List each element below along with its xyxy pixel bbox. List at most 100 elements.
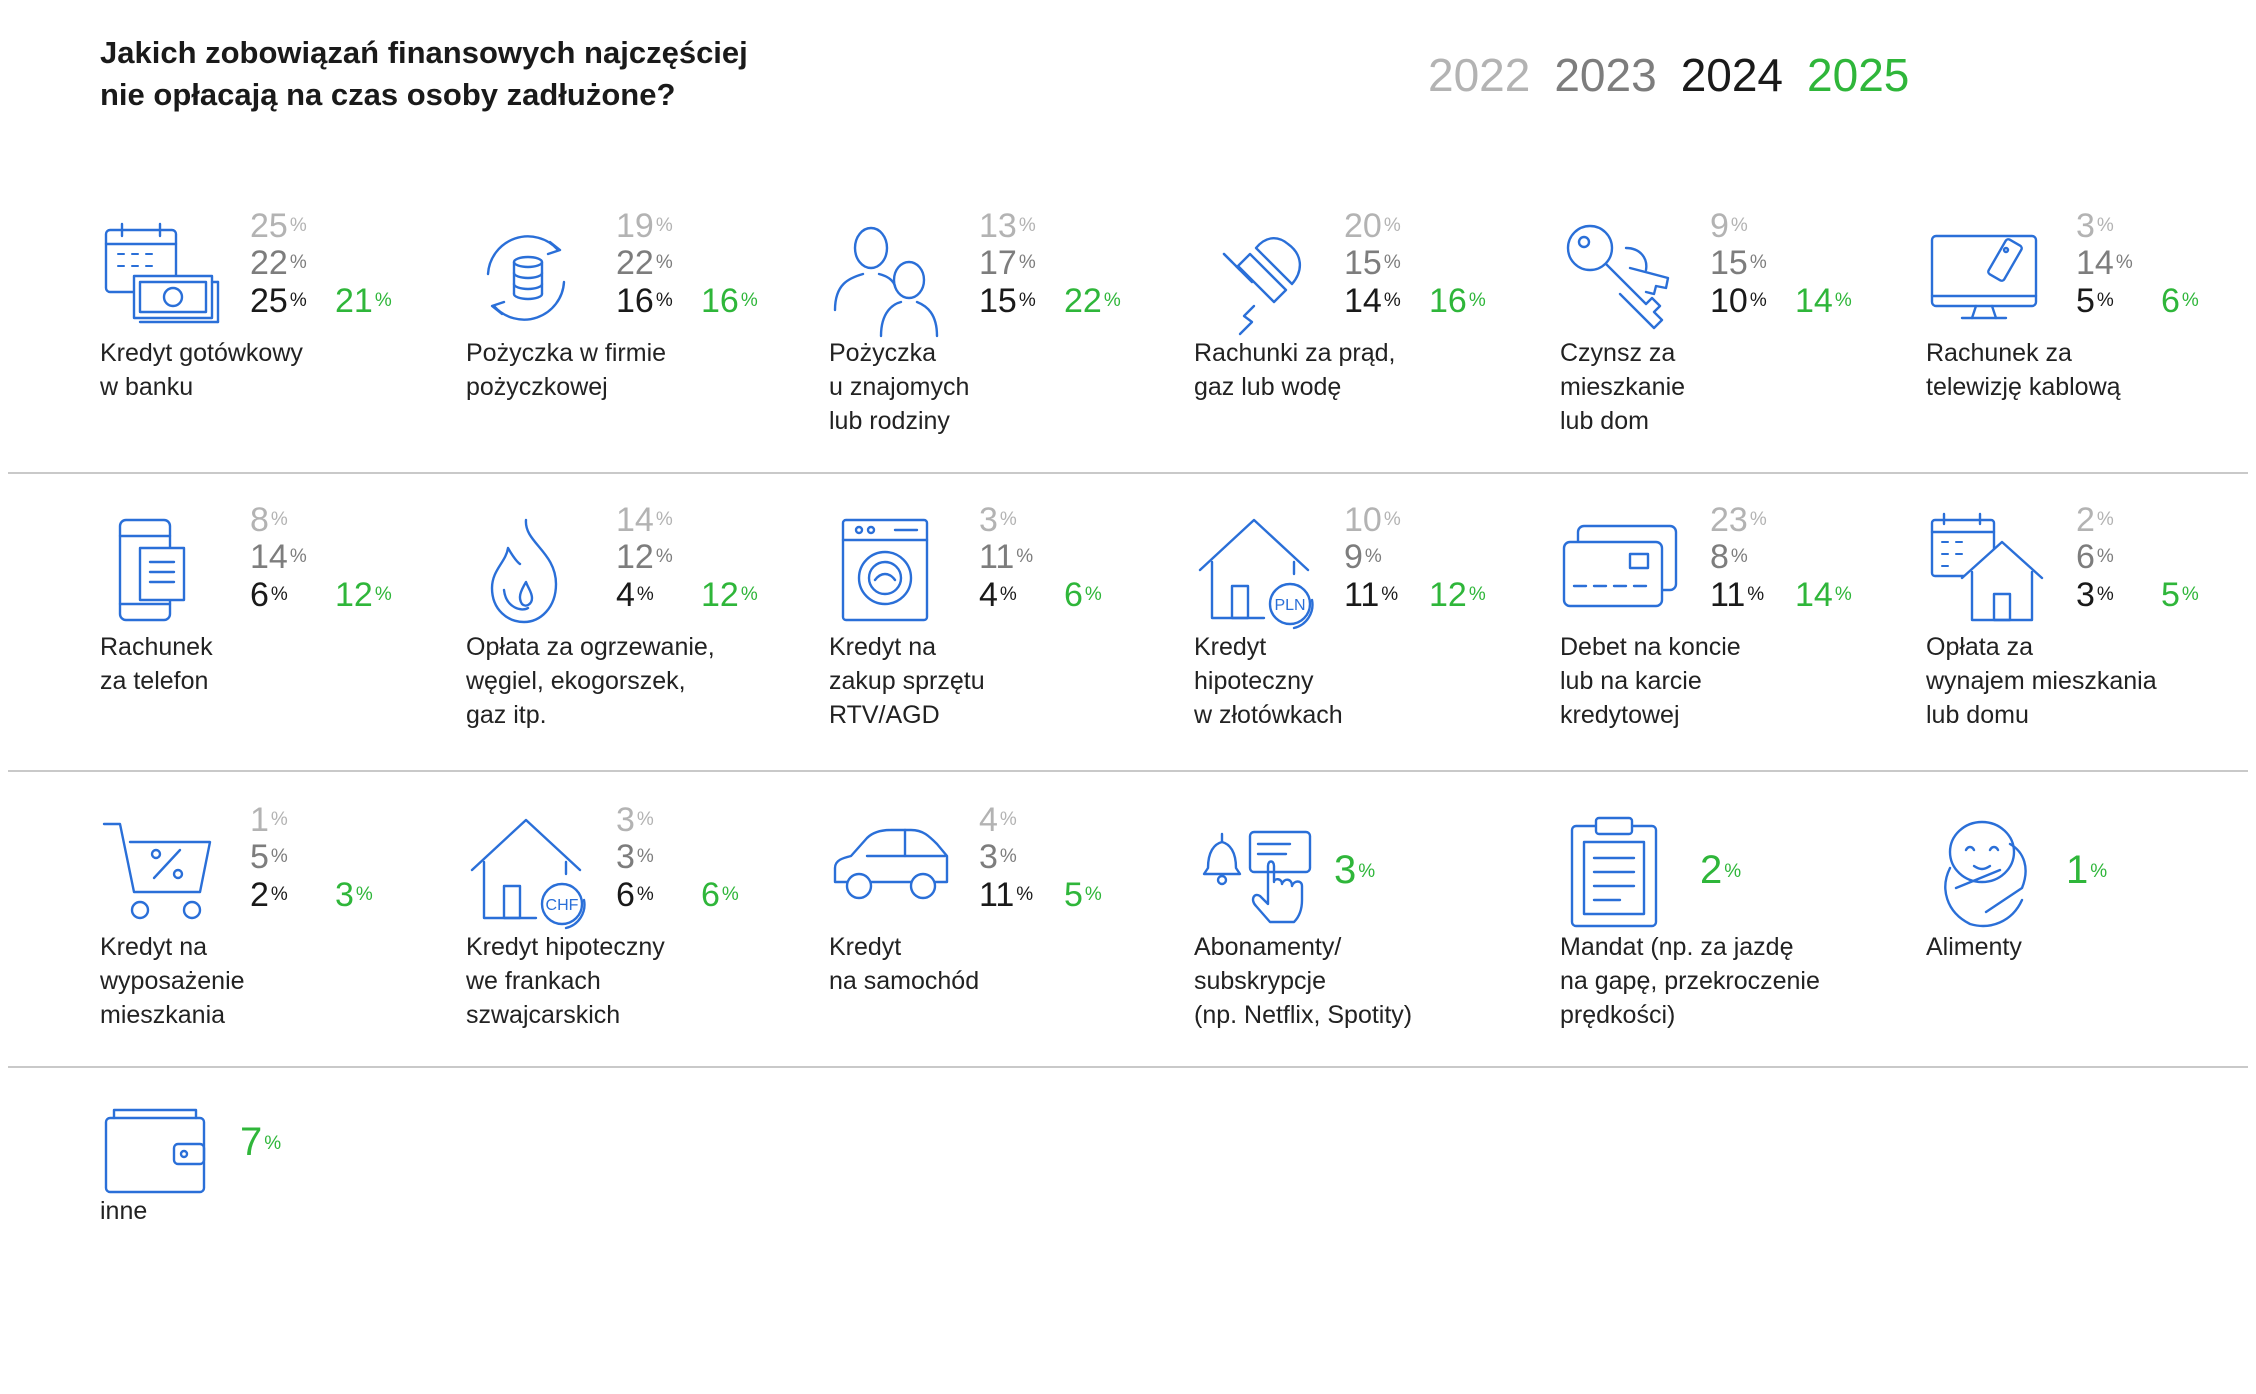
value-2025: 16%: [1429, 282, 1486, 320]
value-2022: 2%: [2076, 501, 2114, 539]
value-2025: 21%: [335, 282, 392, 320]
value-2025: 2%: [1700, 848, 1742, 892]
category-label: Rachunek za telewizję kablową: [1926, 336, 2256, 404]
category-label: Abonamenty/subskrypcje (np. Netflix, Spot…: [1194, 930, 1524, 1032]
value-2022: 4%: [979, 801, 1017, 839]
value-2023: 22%: [250, 244, 307, 282]
value-2024: 2%: [250, 876, 288, 914]
value-2022: 25%: [250, 207, 307, 245]
category-label: Alimenty: [1926, 930, 2256, 964]
category-label: Pożyczka w firmie pożyczkowej: [466, 336, 796, 404]
data-cell: 2% 6% 3% 5% Opłata za wynajem mieszkania lub d…: [1926, 502, 2256, 802]
value-2022: 20%: [1344, 207, 1401, 245]
category-label-line: kredytowej: [1560, 701, 1680, 729]
category-label-line: Rachunek za: [1926, 339, 2072, 367]
category-label-line: Pożyczka: [829, 339, 936, 367]
value-2024: 11%: [979, 876, 1034, 914]
house-calendar-icon: [1926, 512, 2046, 632]
category-label-line: Kredyt gotówkowy: [100, 339, 303, 367]
category-label: Opłata za ogrzewanie, węgiel, ekogorszek,…: [466, 630, 796, 732]
category-label-line: Kredyt hipoteczny: [466, 933, 665, 961]
category-label: Kredyt hipoteczny w złotówkach: [1194, 630, 1524, 732]
category-label-line: Abonamenty/: [1194, 933, 1342, 961]
value-2023: 9%: [1344, 538, 1382, 576]
data-cell: 20% 15% 14% 16% Rachunki za prąd, gaz lub wod…: [1194, 208, 1554, 508]
value-2024: 5%: [2076, 282, 2114, 320]
value-2025: 3%: [335, 876, 373, 914]
category-label: Debet na koncie lub na karcie kredytowej: [1560, 630, 1890, 732]
house-pln-icon: PLN: [1194, 512, 1314, 632]
value-2023: 17%: [979, 244, 1036, 282]
value-2022: 3%: [2076, 207, 2114, 245]
category-label: Pożyczka u znajomych lub rodziny: [829, 336, 1159, 438]
data-cell: 25% 22% 25% 21% Kredyt gotówkowy w banku: [100, 208, 460, 508]
value-2023: 11%: [979, 538, 1034, 576]
value-2025: 3%: [1334, 848, 1376, 892]
category-label-line: we frankach: [466, 967, 601, 995]
plug-icon: [1194, 218, 1314, 338]
category-label-line: lub rodziny: [829, 407, 950, 435]
value-2023: 5%: [250, 838, 288, 876]
value-2023: 8%: [1710, 538, 1748, 576]
category-label-line: gaz itp.: [466, 701, 547, 729]
svg-text:PLN: PLN: [1274, 597, 1305, 614]
bell-click-icon: [1194, 812, 1314, 932]
car-icon: [829, 812, 949, 932]
category-label: inne: [100, 1194, 430, 1228]
category-label-line: RTV/AGD: [829, 701, 940, 729]
value-2025: 12%: [335, 576, 392, 614]
value-2024: 16%: [616, 282, 673, 320]
category-label-line: u znajomych: [829, 373, 970, 401]
data-cell: 7% inne: [100, 1104, 460, 1394]
category-label-line: Alimenty: [1926, 933, 2022, 961]
category-label-line: lub dom: [1560, 407, 1649, 435]
data-cell: 3% 11% 4% 6% Kredyt na zakup sprzętu RTV/AGD: [829, 502, 1189, 802]
category-label-line: lub na karcie: [1560, 667, 1702, 695]
category-label-line: węgiel, ekogorszek,: [466, 667, 686, 695]
category-label-line: gaz lub wodę: [1194, 373, 1342, 401]
svg-text:CHF: CHF: [546, 897, 579, 914]
category-label-line: mieszkanie: [1560, 373, 1686, 401]
chart-title: Jakich zobowiązań finansowych najczęście…: [100, 32, 800, 116]
category-label-line: Rachunki za prąd,: [1194, 339, 1396, 367]
shopping-cart-icon: [100, 812, 220, 932]
value-2025: 14%: [1795, 282, 1852, 320]
category-label-line: w banku: [100, 373, 194, 401]
row-separator: [8, 770, 2248, 772]
value-2023: 15%: [1710, 244, 1767, 282]
category-label-line: zakup sprzętu: [829, 667, 985, 695]
wallet-icon: [100, 1104, 220, 1224]
value-2024: 15%: [979, 282, 1036, 320]
category-label-line: (np. Netflix, Spotity): [1194, 1001, 1413, 1029]
house-chf-icon: CHF: [466, 812, 586, 932]
data-cell: 19% 22% 16% 16% Pożyczka w firmie pożyczkowej: [466, 208, 826, 508]
category-label-line: Opłata za ogrzewanie,: [466, 633, 715, 661]
data-cell: 3% 14% 5% 6% Rachunek za telewizję kablową: [1926, 208, 2256, 508]
chart-title-line-1: Jakich zobowiązań finansowych najczęście…: [100, 35, 748, 70]
value-2022: 14%: [616, 501, 673, 539]
value-2024: 11%: [1710, 576, 1765, 614]
category-label-line: lub domu: [1926, 701, 2029, 729]
value-2024: 11%: [1344, 576, 1399, 614]
data-cell: 4% 3% 11% 5% Kredyt na samochód: [829, 802, 1189, 1102]
cash-calendar-icon: [100, 218, 220, 338]
value-2025: 6%: [1064, 576, 1102, 614]
legend: 2022 2023 2024 2025: [1428, 48, 1933, 108]
value-2022: 10%: [1344, 501, 1401, 539]
chart-title-line-2: nie opłacają na czas osoby zadłużone?: [100, 77, 676, 112]
category-label-line: Rachunek: [100, 633, 213, 661]
coins-cycle-icon: [466, 218, 586, 338]
value-2022: 8%: [250, 501, 288, 539]
category-label: Opłata za wynajem mieszkania lub domu: [1926, 630, 2256, 732]
category-label-line: inne: [100, 1197, 148, 1225]
category-label-line: na samochód: [829, 967, 980, 995]
value-2022: 13%: [979, 207, 1036, 245]
category-label: Kredyt na zakup sprzętu RTV/AGD: [829, 630, 1159, 732]
clipboard-icon: [1560, 812, 1680, 932]
value-2023: 6%: [2076, 538, 2114, 576]
category-label-line: subskrypcje: [1194, 967, 1326, 995]
category-label-line: Kredyt na: [829, 633, 937, 661]
value-2025: 5%: [1064, 876, 1102, 914]
category-label: Kredyt na samochód: [829, 930, 1159, 998]
value-2025: 7%: [240, 1120, 282, 1164]
